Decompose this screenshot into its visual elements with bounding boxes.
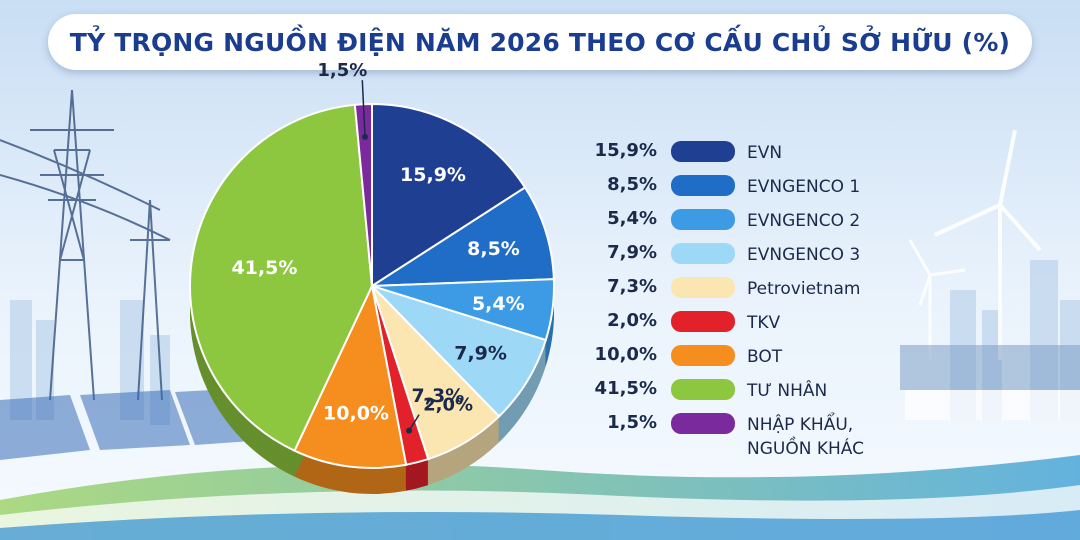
legend-label: EVNGENCO 2: [747, 211, 861, 231]
legend-item-5: 2,0% TKV: [585, 306, 915, 340]
legend-item-8: 1,5% NHẬP KHẨU, NGUỒN KHÁC: [585, 408, 915, 459]
legend: 15,9% EVN 8,5% EVNGENCO 1 5,4% EVNGENCO 2 7,9%…: [585, 136, 915, 459]
legend-item-0: 15,9% EVN: [585, 136, 915, 170]
legend-item-6: 10,0% BOT: [585, 340, 915, 374]
legend-label: EVNGENCO 3: [747, 245, 861, 265]
slice-label-1: 8,5%: [467, 238, 520, 260]
legend-item-4: 7,3% Petrovietnam: [585, 272, 915, 306]
leader-dot-5: [406, 427, 413, 434]
pie-slice-6: [293, 282, 408, 469]
legend-value: 10,0%: [594, 344, 657, 365]
slice-label-7: 41,5%: [231, 257, 297, 279]
leader-dot-8: [362, 133, 368, 140]
legend-swatch: [671, 277, 735, 298]
legend-item-2: 5,4% EVNGENCO 2: [585, 204, 915, 238]
slice-label-2: 5,4%: [472, 293, 525, 315]
leader-line-8: [361, 80, 366, 137]
legend-swatch: [671, 209, 735, 230]
legend-value: 15,9%: [594, 140, 657, 161]
leader-line-5: [408, 414, 420, 431]
legend-swatch: [671, 379, 735, 400]
legend-value: 7,9%: [607, 242, 657, 263]
legend-item-7: 41,5% TƯ NHÂN: [585, 374, 915, 408]
slice-label-6: 10,0%: [323, 402, 389, 424]
legend-swatch: [671, 243, 735, 264]
legend-value: 5,4%: [607, 208, 657, 229]
legend-label: TƯ NHÂN: [747, 381, 828, 401]
pie-slice-0: [371, 102, 527, 288]
legend-item-3: 7,9% EVNGENCO 3: [585, 238, 915, 272]
pie-slice-1: [368, 186, 555, 288]
legend-swatch: [671, 141, 735, 162]
legend-label: Petrovietnam: [747, 279, 861, 299]
legend-label: EVN: [747, 143, 783, 163]
legend-label: TKV: [747, 313, 781, 333]
legend-swatch: [671, 311, 735, 332]
legend-value: 2,0%: [607, 310, 657, 331]
slice-label-0: 15,9%: [400, 164, 466, 186]
title-bar: TỶ TRỌNG NGUỒN ĐIỆN NĂM 2026 THEO CƠ CẤU…: [48, 14, 1032, 70]
legend-swatch: [671, 175, 735, 196]
legend-label: NHẬP KHẨU, NGUỒN KHÁC: [747, 415, 864, 459]
legend-item-1: 8,5% EVNGENCO 1: [585, 170, 915, 204]
legend-value: 41,5%: [594, 378, 657, 399]
legend-swatch: [671, 345, 735, 366]
pie-slice-3: [371, 285, 548, 418]
legend-value: 7,3%: [607, 276, 657, 297]
slice-label-5: 2,0%: [423, 395, 473, 416]
legend-value: 1,5%: [607, 412, 657, 433]
legend-swatch: [671, 413, 735, 434]
slice-label-4: 7,3%: [412, 385, 465, 407]
legend-value: 8,5%: [607, 174, 657, 195]
slice-label-3: 7,9%: [454, 343, 507, 365]
legend-label: EVNGENCO 1: [747, 177, 861, 197]
chart-title: TỶ TRỌNG NGUỒN ĐIỆN NĂM 2026 THEO CƠ CẤU…: [69, 27, 1011, 57]
legend-label: BOT: [747, 347, 783, 367]
pie-slice-7: [189, 103, 374, 453]
slice-label-8: 1,5%: [317, 60, 367, 81]
